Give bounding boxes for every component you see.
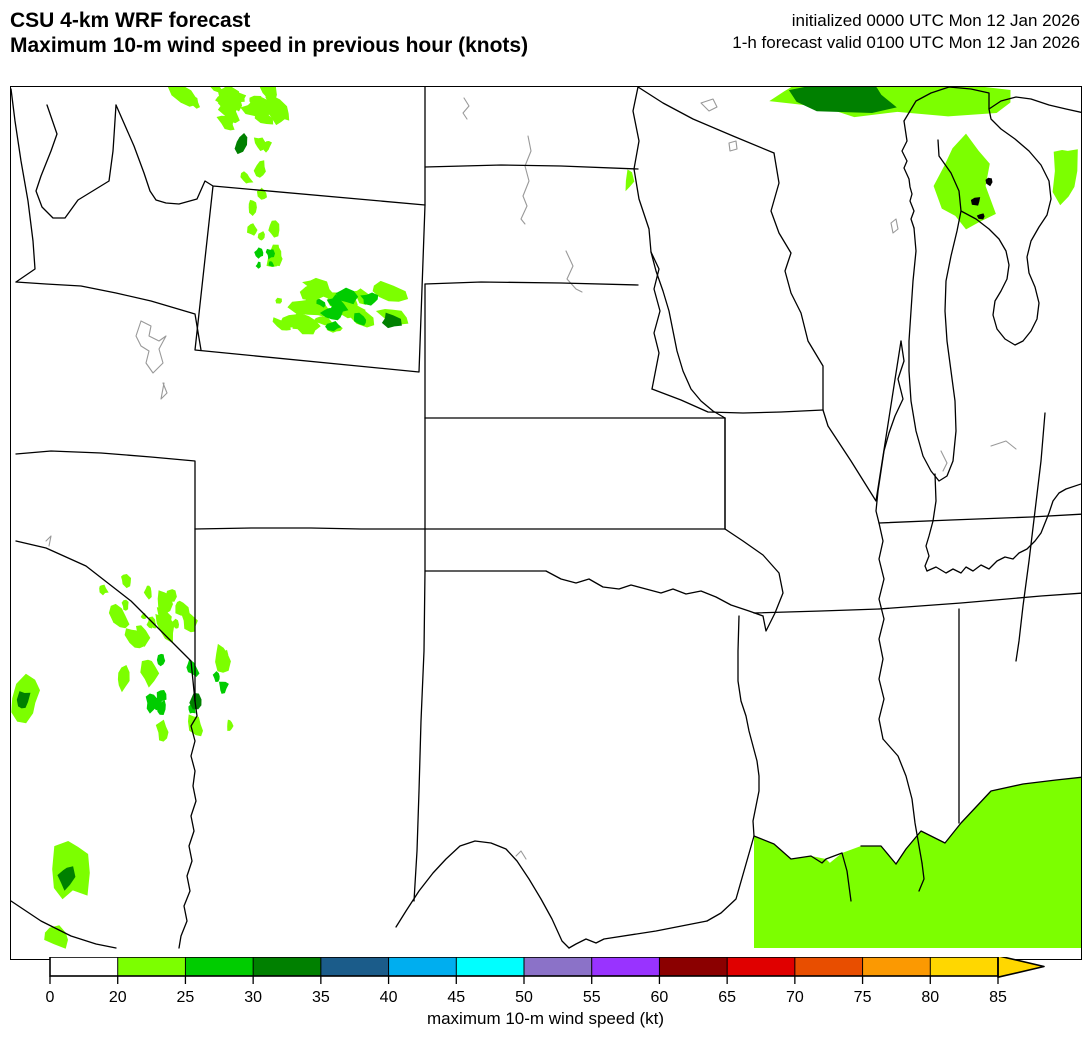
svg-text:30: 30 [244, 989, 262, 1006]
svg-text:55: 55 [583, 989, 601, 1006]
svg-text:25: 25 [177, 989, 195, 1006]
svg-text:60: 60 [651, 989, 669, 1006]
svg-text:50: 50 [515, 989, 533, 1006]
svg-text:40: 40 [380, 989, 398, 1006]
svg-text:70: 70 [786, 989, 804, 1006]
svg-text:65: 65 [718, 989, 736, 1006]
svg-text:20: 20 [109, 989, 127, 1006]
svg-text:80: 80 [921, 989, 939, 1006]
svg-text:0: 0 [46, 989, 55, 1006]
svg-text:75: 75 [854, 989, 872, 1006]
svg-text:45: 45 [447, 989, 465, 1006]
svg-text:85: 85 [989, 989, 1007, 1006]
svg-text:35: 35 [312, 989, 330, 1006]
